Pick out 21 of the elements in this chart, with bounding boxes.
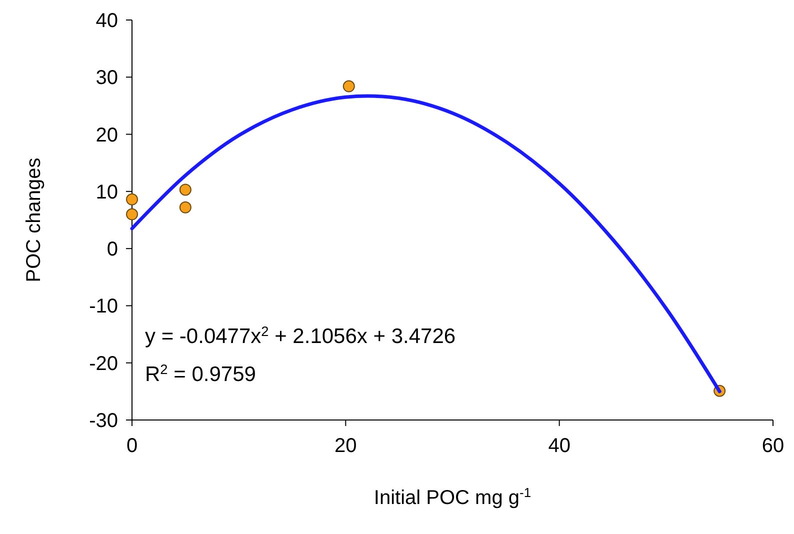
x-tick-label: 40 (548, 435, 570, 457)
point (126, 208, 138, 220)
y-tick-label: -10 (89, 296, 118, 318)
x-tick-label: 60 (762, 435, 784, 457)
y-tick-label: 30 (96, 67, 118, 90)
x-tick-label: 20 (334, 435, 357, 457)
annotation: y = -0.0477x$^{2}$ + 2.1056x + 3.4726 (145, 324, 456, 348)
point (342, 80, 355, 92)
x-tick-label: 0 (126, 435, 138, 457)
point (179, 184, 192, 196)
point (126, 193, 138, 206)
y-tick-label: 10 (96, 181, 118, 204)
y-tick-label: -30 (89, 410, 118, 432)
y-tick-label: 0 (106, 238, 118, 261)
y-tick-label: -20 (89, 352, 118, 375)
point (179, 201, 192, 214)
y-tick-label: 20 (96, 124, 118, 146)
x-axis-title: Initial POC mg g$^{-1}$ (374, 484, 532, 509)
y-axis-title: POC changes (23, 158, 45, 282)
y-tick-label: 40 (96, 10, 118, 32)
annotation: R$^{2}$ = 0.9759 (145, 362, 256, 386)
